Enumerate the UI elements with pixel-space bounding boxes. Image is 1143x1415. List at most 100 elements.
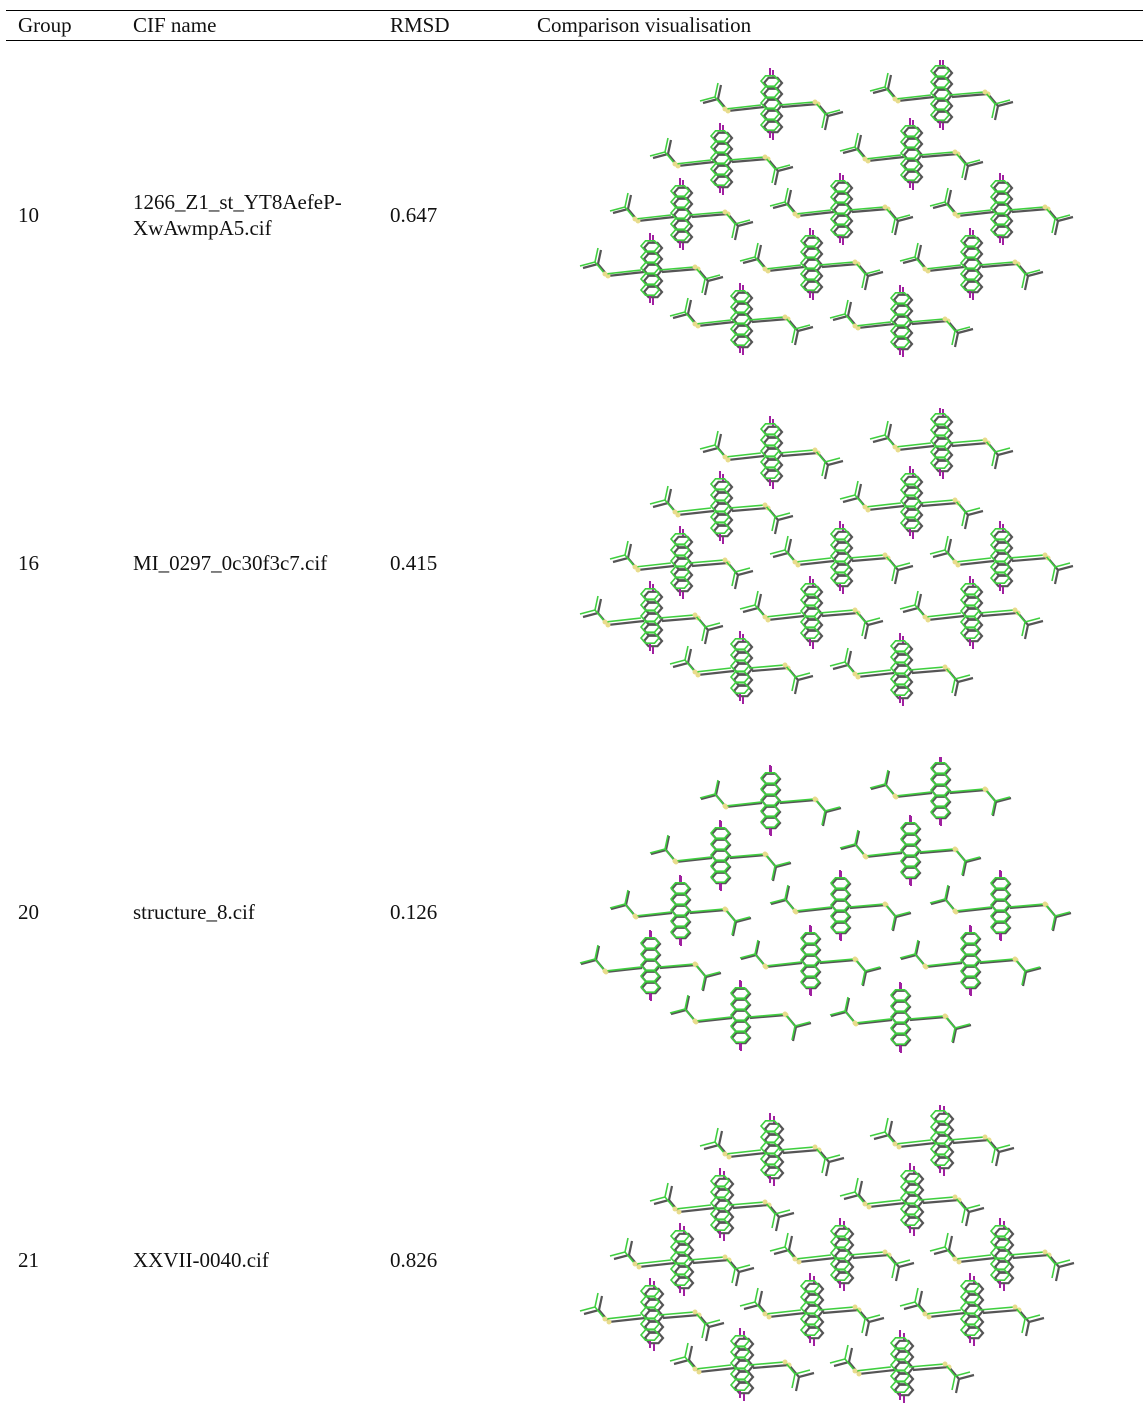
arm — [770, 202, 831, 214]
arm — [1052, 1264, 1055, 1278]
atom — [793, 560, 798, 565]
header-rule — [6, 40, 1143, 41]
arm — [669, 1186, 672, 1200]
arm — [759, 1291, 762, 1305]
ring — [761, 424, 779, 434]
ring — [835, 1251, 853, 1261]
arm — [822, 462, 825, 476]
arm — [595, 596, 598, 610]
reference-structure — [583, 409, 1073, 706]
arm — [689, 1346, 692, 1360]
atom — [783, 1012, 788, 1017]
ring — [935, 1136, 953, 1146]
group-cell: 20 — [18, 899, 39, 925]
arm — [705, 281, 708, 295]
arm — [598, 250, 601, 264]
arm — [772, 169, 775, 183]
atom — [943, 1014, 948, 1019]
ring — [765, 1146, 783, 1156]
arm — [995, 455, 998, 469]
ring — [711, 1176, 729, 1186]
atom — [883, 902, 888, 907]
rmsd-cell: 0.126 — [390, 899, 437, 925]
arm — [888, 424, 891, 438]
ring — [831, 1226, 849, 1236]
arm — [665, 138, 668, 152]
atom — [983, 787, 988, 792]
arm — [889, 1121, 892, 1135]
atom — [673, 510, 678, 515]
arm — [915, 1288, 918, 1302]
arm — [718, 434, 721, 448]
ring — [641, 1286, 659, 1296]
arm — [755, 591, 758, 605]
atom — [853, 260, 858, 265]
group-cell: 16 — [18, 550, 39, 576]
arm — [735, 575, 738, 589]
arm — [705, 630, 708, 644]
atom — [1043, 1250, 1048, 1255]
arm — [706, 1327, 709, 1341]
atom — [783, 1360, 788, 1365]
atom — [923, 267, 928, 272]
ring — [895, 1352, 913, 1362]
atom — [633, 914, 638, 919]
arm — [962, 1209, 965, 1223]
arm — [758, 245, 761, 259]
atom — [953, 847, 958, 852]
atom — [783, 663, 788, 668]
atom — [783, 315, 788, 320]
atom — [693, 322, 698, 327]
atom — [763, 964, 768, 969]
ring — [675, 1278, 693, 1288]
ring — [835, 1262, 853, 1272]
ring — [715, 1190, 733, 1200]
arm — [685, 298, 688, 312]
arm — [865, 276, 868, 290]
atom — [867, 1205, 872, 1210]
arm — [848, 651, 851, 665]
structure-overlay-image — [570, 408, 1100, 718]
reference-structure — [583, 60, 1073, 357]
ring — [801, 1281, 819, 1291]
atom — [853, 672, 858, 677]
arm — [826, 1162, 829, 1176]
atom — [883, 1250, 888, 1255]
arm — [715, 1128, 718, 1142]
ring — [805, 1284, 823, 1294]
arm — [845, 300, 848, 314]
arm — [952, 331, 955, 345]
atom — [763, 155, 768, 160]
arm — [866, 1322, 869, 1336]
arm — [1055, 570, 1058, 584]
atom — [693, 265, 698, 270]
ring — [995, 1229, 1013, 1239]
ring — [641, 589, 659, 599]
atom — [1043, 205, 1048, 210]
atom — [607, 1320, 612, 1325]
arm — [830, 314, 891, 326]
atom — [763, 267, 768, 272]
arm — [718, 85, 721, 99]
arm — [792, 329, 795, 343]
arm — [945, 188, 948, 202]
ring — [831, 529, 849, 539]
arm — [665, 486, 668, 500]
arm — [858, 484, 861, 498]
ring — [895, 1341, 913, 1351]
arm — [625, 193, 628, 207]
ring — [891, 641, 909, 651]
candidate-structure — [580, 1105, 1070, 1400]
ring — [965, 1284, 983, 1294]
ring — [935, 1125, 953, 1135]
atom — [863, 157, 868, 162]
arm — [996, 1152, 999, 1166]
arm — [775, 171, 778, 185]
ring — [995, 1240, 1013, 1250]
arm — [895, 570, 898, 584]
ring — [715, 1212, 733, 1222]
atom — [763, 1200, 768, 1205]
header-cell: Comparison visualisation — [537, 12, 751, 38]
atom — [637, 1265, 642, 1270]
arm — [870, 87, 931, 99]
